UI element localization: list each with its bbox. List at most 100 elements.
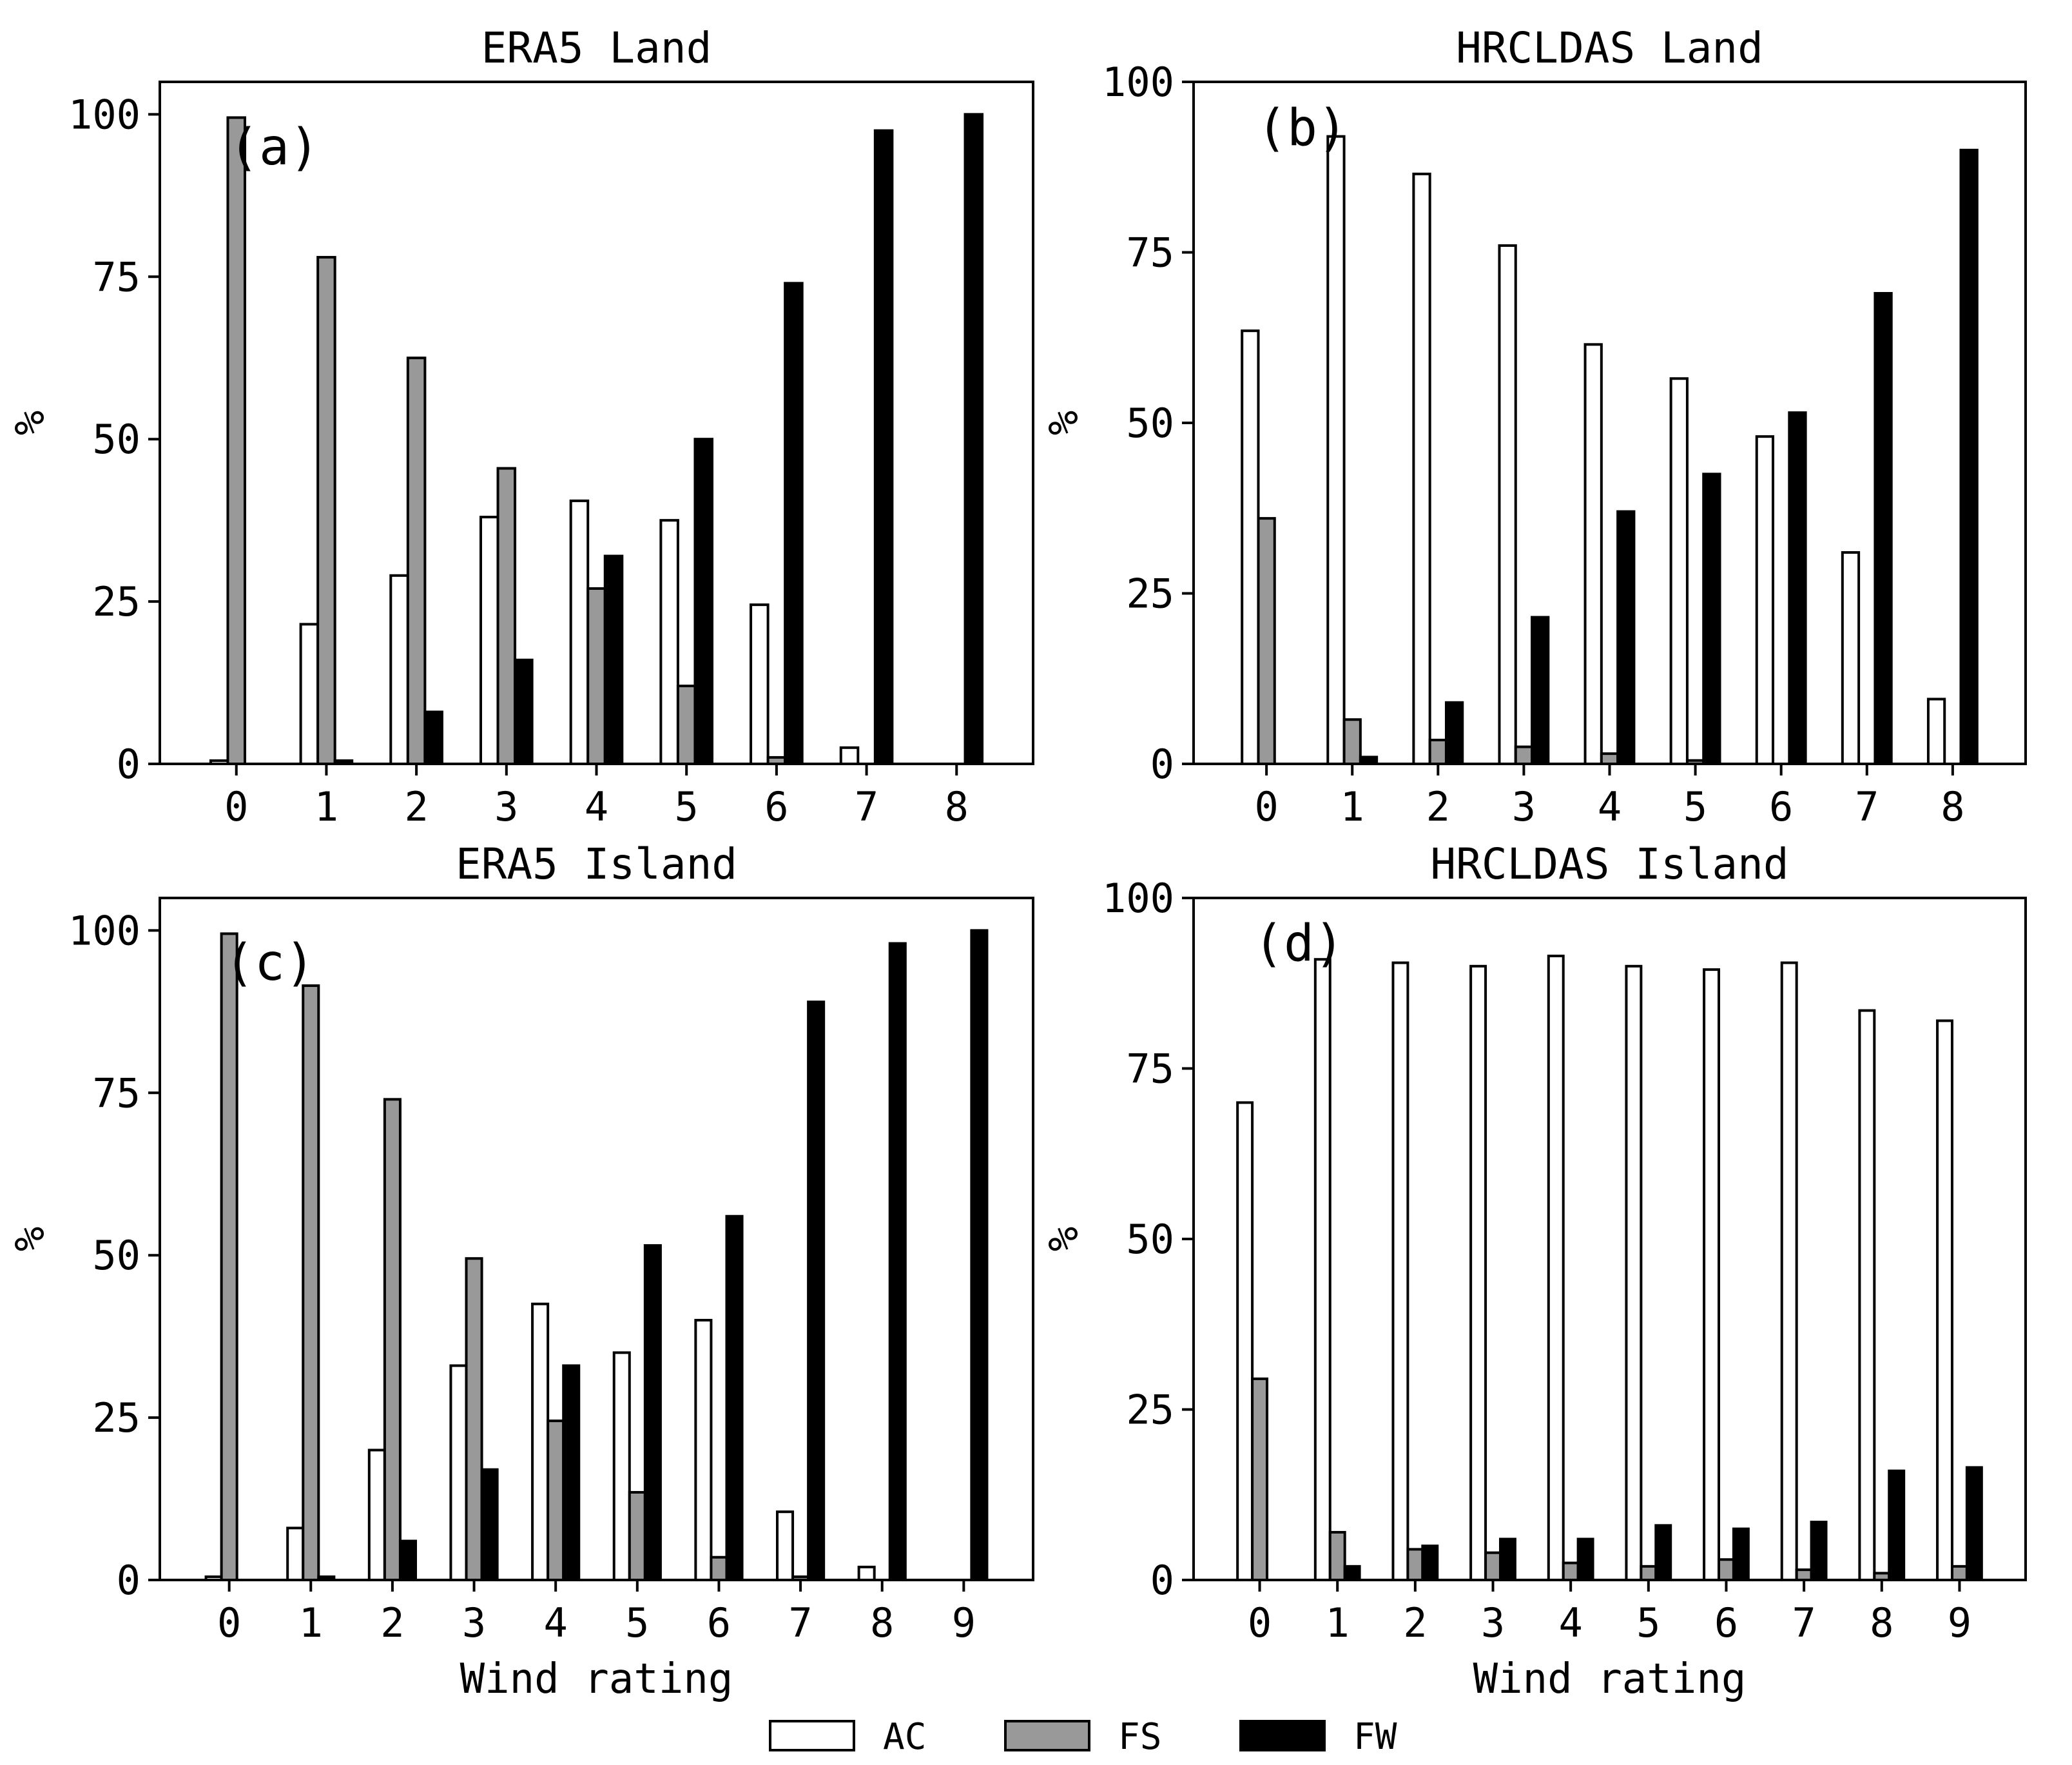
x-tick-label: 9	[1948, 1599, 1971, 1646]
bar-fs-2	[1406, 1548, 1424, 1581]
y-axis-label: %	[1040, 1227, 1088, 1252]
bar-fs-6	[1718, 1558, 1735, 1582]
bar-fw-4	[1616, 510, 1636, 765]
bar-ac-3	[479, 516, 499, 765]
panel-b: HRCLDAS Land 0 25 50 75 100% 0 1 2 3 4 5 6 7 8 (b)	[1040, 23, 2027, 830]
x-tick-label: 7	[855, 783, 878, 830]
bar-fw-7	[1874, 291, 1893, 766]
bar-fs-1	[302, 984, 320, 1581]
bar-fs-3	[496, 467, 517, 765]
x-tick-label: 1	[1326, 1599, 1350, 1646]
bar-fw-5	[1702, 473, 1721, 765]
y-tick-label: 0	[1150, 1557, 1174, 1604]
y-tick-label: 25	[92, 578, 140, 625]
bar-fw-2	[1444, 701, 1464, 766]
x-tick-label: 7	[788, 1599, 812, 1646]
bar-ac-0	[1241, 329, 1260, 765]
x-tick-label: 8	[945, 783, 969, 830]
bar-fw-3	[480, 1468, 499, 1582]
bar-fs-0	[220, 932, 238, 1581]
x-tick-label: 1	[1341, 783, 1364, 830]
y-tick-label: 75	[92, 253, 140, 300]
y-tick-label: 50	[1126, 400, 1174, 447]
bar-ac-2	[389, 574, 409, 765]
x-tick-label: 7	[1855, 783, 1879, 830]
panel-label: (b)	[1257, 99, 1348, 157]
x-tick-label: 4	[1559, 1599, 1583, 1646]
x-tick-label: 3	[1512, 783, 1536, 830]
legend-swatch-fs	[1004, 1720, 1090, 1751]
bar-fw-6	[1788, 411, 1807, 765]
panel-d: HRCLDAS Island 0 25 50 75 100% 0 1 2 3 4 5 6 7 8 9 (d) Wi…	[1040, 839, 2027, 1703]
bar-ac-1	[1313, 958, 1331, 1581]
x-tick-label: 5	[675, 783, 699, 830]
y-axis-label: %	[6, 1227, 54, 1252]
bar-fw-4	[562, 1364, 581, 1581]
panel-title: HRCLDAS Island	[1430, 839, 1788, 889]
bar-fw-2	[398, 1539, 418, 1582]
x-tick-label: 3	[462, 1599, 486, 1646]
bar-fs-3	[1514, 745, 1534, 766]
bar-fw-7	[873, 129, 894, 766]
y-tick-label: 50	[92, 1232, 140, 1279]
bar-fs-1	[1328, 1530, 1346, 1581]
bar-fs-3	[465, 1257, 483, 1581]
x-tick-label: 6	[1714, 1599, 1738, 1646]
x-tick-label: 5	[1636, 1599, 1660, 1646]
bar-ac-1	[1326, 135, 1346, 765]
x-tick-label: 1	[315, 783, 338, 830]
bar-fs-1	[1342, 718, 1362, 765]
x-tick-label: 9	[952, 1599, 976, 1646]
bar-fw-6	[784, 282, 804, 766]
x-tick-label: 4	[544, 1599, 568, 1646]
bar-fw-5	[693, 438, 714, 765]
bar-fw-7	[1810, 1521, 1828, 1582]
panel-a: ERA5 Land 0 25 50 75 100% 0 1 2 3 4 5 6 7 8 (a)	[6, 23, 1034, 830]
bar-ac-2	[1391, 961, 1409, 1581]
y-tick-label: 0	[117, 1557, 140, 1604]
bar-fw-9	[1965, 1466, 1983, 1581]
bar-fs-4	[1562, 1561, 1580, 1582]
bar-fs-2	[383, 1098, 402, 1582]
bar-fs-0	[1257, 517, 1276, 765]
x-tick-label: 4	[585, 783, 608, 830]
x-tick-label: 5	[625, 1599, 649, 1646]
bar-fw-2	[1421, 1545, 1439, 1582]
bar-ac-6	[694, 1318, 713, 1581]
y-tick-label: 50	[1126, 1216, 1174, 1263]
bar-fw-8	[963, 113, 984, 765]
bar-ac-3	[1469, 964, 1487, 1582]
y-tick-label: 25	[92, 1394, 140, 1441]
x-tick-label: 8	[870, 1599, 894, 1646]
y-tick-label: 100	[1102, 875, 1174, 922]
x-tick-label: 2	[404, 783, 428, 830]
x-tick-label: 5	[1683, 783, 1707, 830]
bar-fs-1	[316, 256, 336, 765]
bar-fs-4	[547, 1419, 565, 1581]
y-tick-label: 75	[1126, 1046, 1174, 1093]
bar-ac-2	[1412, 172, 1431, 765]
bar-ac-8	[857, 1565, 876, 1582]
bar-fs-4	[1600, 752, 1620, 766]
bar-ac-4	[569, 499, 590, 766]
bar-ac-3	[1498, 244, 1517, 766]
bar-ac-5	[612, 1351, 631, 1581]
panel-label: (c)	[224, 934, 315, 992]
bar-ac-5	[659, 519, 679, 766]
bar-fw-5	[1654, 1524, 1672, 1582]
bar-ac-4	[1547, 954, 1565, 1582]
bar-fw-4	[1576, 1537, 1594, 1582]
x-tick-label: 7	[1792, 1599, 1815, 1646]
x-tick-label: 6	[764, 783, 788, 830]
x-axis-label: Wind rating	[1473, 1655, 1747, 1703]
bar-fw-8	[1959, 148, 1979, 766]
plot-frame	[159, 81, 1034, 765]
bar-ac-5	[1625, 964, 1643, 1582]
bar-fs-5	[628, 1490, 646, 1581]
bar-fw-6	[1732, 1527, 1750, 1581]
bar-fs-7	[1795, 1568, 1813, 1581]
x-tick-label: 8	[1941, 783, 1964, 830]
bar-fs-0	[226, 116, 247, 765]
x-tick-label: 6	[1769, 783, 1793, 830]
y-tick-label: 0	[117, 741, 140, 788]
